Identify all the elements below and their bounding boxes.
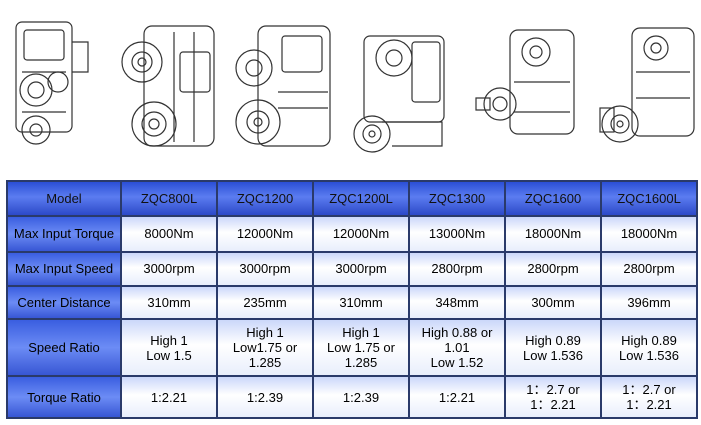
table-cell: High 1 Low 1.75 or 1.285 bbox=[312, 318, 410, 378]
table-cell: High 0.88 or 1.01 Low 1.52 bbox=[408, 318, 506, 378]
table-cell: 3000rpm bbox=[216, 251, 314, 287]
row-label: Max Input Speed bbox=[6, 251, 122, 287]
gearbox-drawing-3 bbox=[228, 12, 338, 160]
table-cell: 1:2.21 bbox=[120, 375, 218, 419]
table-cell: 1：2.7 or 1：2.21 bbox=[504, 375, 602, 419]
table-cell: 310mm bbox=[120, 284, 218, 321]
header-cell: ZQC1300 bbox=[408, 180, 506, 217]
gearbox-drawing-2 bbox=[114, 12, 224, 160]
table-cell: 12000Nm bbox=[216, 214, 314, 254]
table-cell: 3000rpm bbox=[120, 251, 218, 287]
table-cell: 12000Nm bbox=[312, 214, 410, 254]
header-cell: ZQC1200 bbox=[216, 180, 314, 217]
table-cell: 1:2.39 bbox=[216, 375, 314, 419]
gearbox-drawing-4 bbox=[352, 12, 462, 160]
header-cell: ZQC1200L bbox=[312, 180, 410, 217]
table-cell: 3000rpm bbox=[312, 251, 410, 287]
table-cell: High 1 Low1.75 or 1.285 bbox=[216, 318, 314, 378]
table-cell: High 0.89 Low 1.536 bbox=[504, 318, 602, 378]
row-label: Max Input Torque bbox=[6, 214, 122, 254]
table-row: Max Input Speed 3000rpm 3000rpm 3000rpm … bbox=[6, 251, 698, 287]
header-cell: ZQC800L bbox=[120, 180, 218, 217]
gearbox-drawing-5 bbox=[474, 12, 584, 160]
table-row: Max Input Torque 8000Nm 12000Nm 12000Nm … bbox=[6, 214, 698, 254]
table-header-row: Model ZQC800L ZQC1200 ZQC1200L ZQC1300 Z… bbox=[6, 180, 698, 217]
row-label: Speed Ratio bbox=[6, 318, 122, 378]
table-cell: 2800rpm bbox=[600, 251, 698, 287]
table-cell: 18000Nm bbox=[504, 214, 602, 254]
table-cell: 310mm bbox=[312, 284, 410, 321]
table-cell: 1:2.39 bbox=[312, 375, 410, 419]
gearbox-drawings-strip bbox=[0, 0, 701, 170]
table-cell: 13000Nm bbox=[408, 214, 506, 254]
table-cell: 396mm bbox=[600, 284, 698, 321]
table-cell: 348mm bbox=[408, 284, 506, 321]
gearbox-drawing-1 bbox=[2, 12, 102, 160]
table-row: Speed Ratio High 1 Low 1.5 High 1 Low1.75 … bbox=[6, 318, 698, 378]
header-cell: Model bbox=[6, 180, 122, 217]
header-cell: ZQC1600L bbox=[600, 180, 698, 217]
table-cell: High 1 Low 1.5 bbox=[120, 318, 218, 378]
row-label: Torque Ratio bbox=[6, 375, 122, 419]
table-cell: 2800rpm bbox=[408, 251, 506, 287]
table-cell: 8000Nm bbox=[120, 214, 218, 254]
header-cell: ZQC1600 bbox=[504, 180, 602, 217]
table-cell: 1：2.7 or 1：2.21 bbox=[600, 375, 698, 419]
gearbox-drawing-6 bbox=[596, 12, 700, 160]
table-cell: 300mm bbox=[504, 284, 602, 321]
table-row: Center Distance 310mm 235mm 310mm 348mm … bbox=[6, 284, 698, 321]
table-cell: 1:2.21 bbox=[408, 375, 506, 419]
table-row: Torque Ratio 1:2.21 1:2.39 1:2.39 1:2.21… bbox=[6, 375, 698, 419]
table-cell: High 0.89 Low 1.536 bbox=[600, 318, 698, 378]
spec-table: Model ZQC800L ZQC1200 ZQC1200L ZQC1300 Z… bbox=[6, 180, 698, 419]
table-cell: 2800rpm bbox=[504, 251, 602, 287]
row-label: Center Distance bbox=[6, 284, 122, 321]
table-cell: 235mm bbox=[216, 284, 314, 321]
table-cell: 18000Nm bbox=[600, 214, 698, 254]
